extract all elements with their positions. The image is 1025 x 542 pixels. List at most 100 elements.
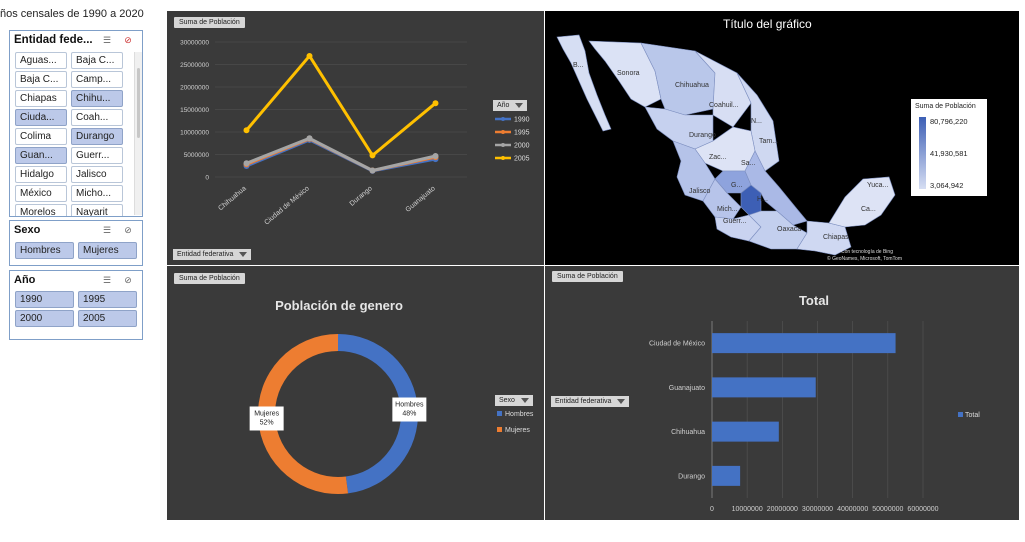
map-state-label: Guerr... [723, 218, 746, 225]
bar-2[interactable] [712, 421, 779, 442]
map-state-label: Ca... [861, 206, 876, 213]
legend-filter-sexo[interactable]: Sexo [495, 395, 533, 406]
map-state-label: Chiapas [823, 234, 849, 241]
map-state-label: Jalisco [689, 188, 711, 195]
slicer-entidad-item-10[interactable]: Guan... [15, 147, 67, 164]
slicer-entidad-item-0[interactable]: Aguas... [15, 52, 67, 69]
clear-filter-icon[interactable]: ⊘ [124, 225, 132, 235]
donut-data-label: 52% [260, 419, 274, 426]
donut-data-label-box [249, 406, 284, 431]
map-state-label: Coahuil... [709, 102, 739, 109]
slicer-entidad-scrollbar[interactable] [134, 52, 142, 215]
donut-slice-Mujeres[interactable] [258, 334, 349, 494]
map-state-label: Sonora [617, 70, 640, 77]
line-point [243, 160, 250, 167]
line-series-2000 [245, 136, 436, 172]
line-chart-panel[interactable]: Suma de Población 30000000 25000000 200000… [167, 11, 544, 265]
axis-filter-entidad[interactable]: Entidad federativa [551, 396, 630, 407]
line-xtick-label: Chihuahua [217, 185, 248, 212]
line-ytick-label: 30000000 [180, 40, 209, 47]
slicer-entidad-item-5[interactable]: Chihu... [71, 90, 123, 107]
dropdown-icon [239, 251, 248, 257]
donut-chart-panel[interactable]: Suma de Población Población de genero Hom… [167, 266, 544, 520]
field-button-suma[interactable]: Suma de Población [552, 271, 623, 282]
line-xtick-label: Ciudad de México [263, 185, 311, 226]
bar-0[interactable] [712, 333, 896, 354]
slicer-sexo-item-0[interactable]: Hombres [15, 242, 74, 259]
multi-select-icon[interactable]: ☰ [102, 35, 112, 45]
bar-1[interactable] [712, 377, 816, 398]
donut-slice-Hombres[interactable] [338, 334, 419, 494]
legend-marker [501, 130, 505, 134]
line-ytick-label: 0 [205, 175, 209, 182]
line-ytick-label: 15000000 [180, 107, 209, 114]
legend-filter-anio[interactable]: Año [493, 100, 528, 111]
legend-swatch [958, 412, 963, 417]
multi-select-icon[interactable]: ☰ [102, 225, 112, 235]
bar-category-label: Ciudad de México [649, 341, 705, 348]
slicer-entidad-item-9[interactable]: Durango [71, 128, 123, 145]
slicer-entidad-item-13[interactable]: Jalisco [71, 166, 123, 183]
slicer-scroll-thumb[interactable] [137, 68, 140, 138]
clear-filter-icon[interactable]: ⊘ [124, 35, 132, 45]
bar-3[interactable] [712, 465, 741, 486]
slicer-entidad-item-17[interactable]: Nayarit [71, 204, 123, 216]
map-state-label: Tam... [759, 138, 778, 145]
field-button-suma[interactable]: Suma de Población [174, 273, 245, 284]
donut-legend-label: Hombres [505, 411, 534, 418]
map-legend: Suma de Población 80,796,220 41,930,581 … [911, 99, 987, 196]
bar-chart-panel[interactable]: Suma de Población Total 0 10000000 20000000… [545, 266, 1019, 520]
dropdown-icon [520, 397, 529, 403]
slicer-entidad-item-14[interactable]: México [15, 185, 67, 202]
slicer-entidad-item-1[interactable]: Baja C... [71, 52, 123, 69]
map-chart-panel[interactable]: B... Sonora Chihuahua Coahuil... N... Durango… [545, 11, 1019, 265]
slicer-entidad-item-2[interactable]: Baja C... [15, 71, 67, 88]
line-point [432, 100, 439, 107]
bar-xtick-label: 10000000 [732, 506, 763, 513]
line-point [432, 153, 439, 160]
axis-filter-label: Entidad federativa [177, 251, 234, 258]
clear-filter-icon[interactable]: ⊘ [124, 275, 132, 285]
map-state-yucatan[interactable] [828, 176, 896, 228]
map-state-label: Zac... [709, 154, 727, 161]
multi-select-icon[interactable]: ☰ [102, 275, 112, 285]
slicer-anio-item-3[interactable]: 2005 [78, 310, 137, 327]
slicer-entidad-item-16[interactable]: Morelos [15, 204, 67, 216]
donut-data-label: Hombres [395, 402, 424, 409]
map-state-label: Yuca... [867, 182, 888, 189]
slicer-entidad-item-3[interactable]: Camp... [71, 71, 123, 88]
slicer-anio-item-1[interactable]: 1995 [78, 291, 137, 308]
line-legend-label: 2000 [514, 143, 530, 150]
line-point [369, 167, 376, 174]
field-button-suma[interactable]: Suma de Población [174, 17, 245, 28]
map-state-baja[interactable] [556, 34, 612, 132]
slicer-anio-item-2[interactable]: 2000 [15, 310, 74, 327]
slicer-entidad-item-15[interactable]: Micho... [71, 185, 123, 202]
slicer-entidad-item-7[interactable]: Coah... [71, 109, 123, 126]
axis-filter-entidad[interactable]: Entidad federativa [173, 249, 252, 260]
bar-legend-label: Total [965, 412, 980, 419]
legend-filter-label: Año [497, 102, 510, 109]
line-ytick-label: 25000000 [180, 62, 209, 69]
slicer-entidad-item-4[interactable]: Chiapas [15, 90, 67, 107]
legend-swatch [497, 411, 502, 416]
slicer-entidad-item-12[interactable]: Hidalgo [15, 166, 67, 183]
line-ytick-label: 5000000 [184, 152, 210, 159]
slicer-anio-title: Año [14, 274, 36, 286]
slicer-sexo-item-1[interactable]: Mujeres [78, 242, 137, 259]
slicer-entidad-item-6[interactable]: Ciuda... [15, 109, 67, 126]
map-state-label: Sa... [741, 160, 755, 167]
bar-xtick-label: 30000000 [802, 506, 833, 513]
line-legend-label: 1995 [514, 130, 530, 137]
slicer-entidad-item-11[interactable]: Guerr... [71, 147, 123, 164]
slicer-entidad-item-8[interactable]: Colima [15, 128, 67, 145]
map-state-durango[interactable] [644, 106, 714, 150]
bar-xtick-label: 20000000 [767, 506, 798, 513]
donut-title: Población de genero [275, 298, 403, 313]
slicer-sexo: Sexo ☰ ⊘ Hombres Mujeres [9, 220, 143, 266]
line-xtick-label: Durango [349, 185, 374, 208]
page-title: ños censales de 1990 a 2020 [0, 8, 144, 20]
bar-xtick-label: 0 [710, 506, 714, 513]
donut-data-label: Mujeres [254, 410, 279, 417]
slicer-anio-item-0[interactable]: 1990 [15, 291, 74, 308]
